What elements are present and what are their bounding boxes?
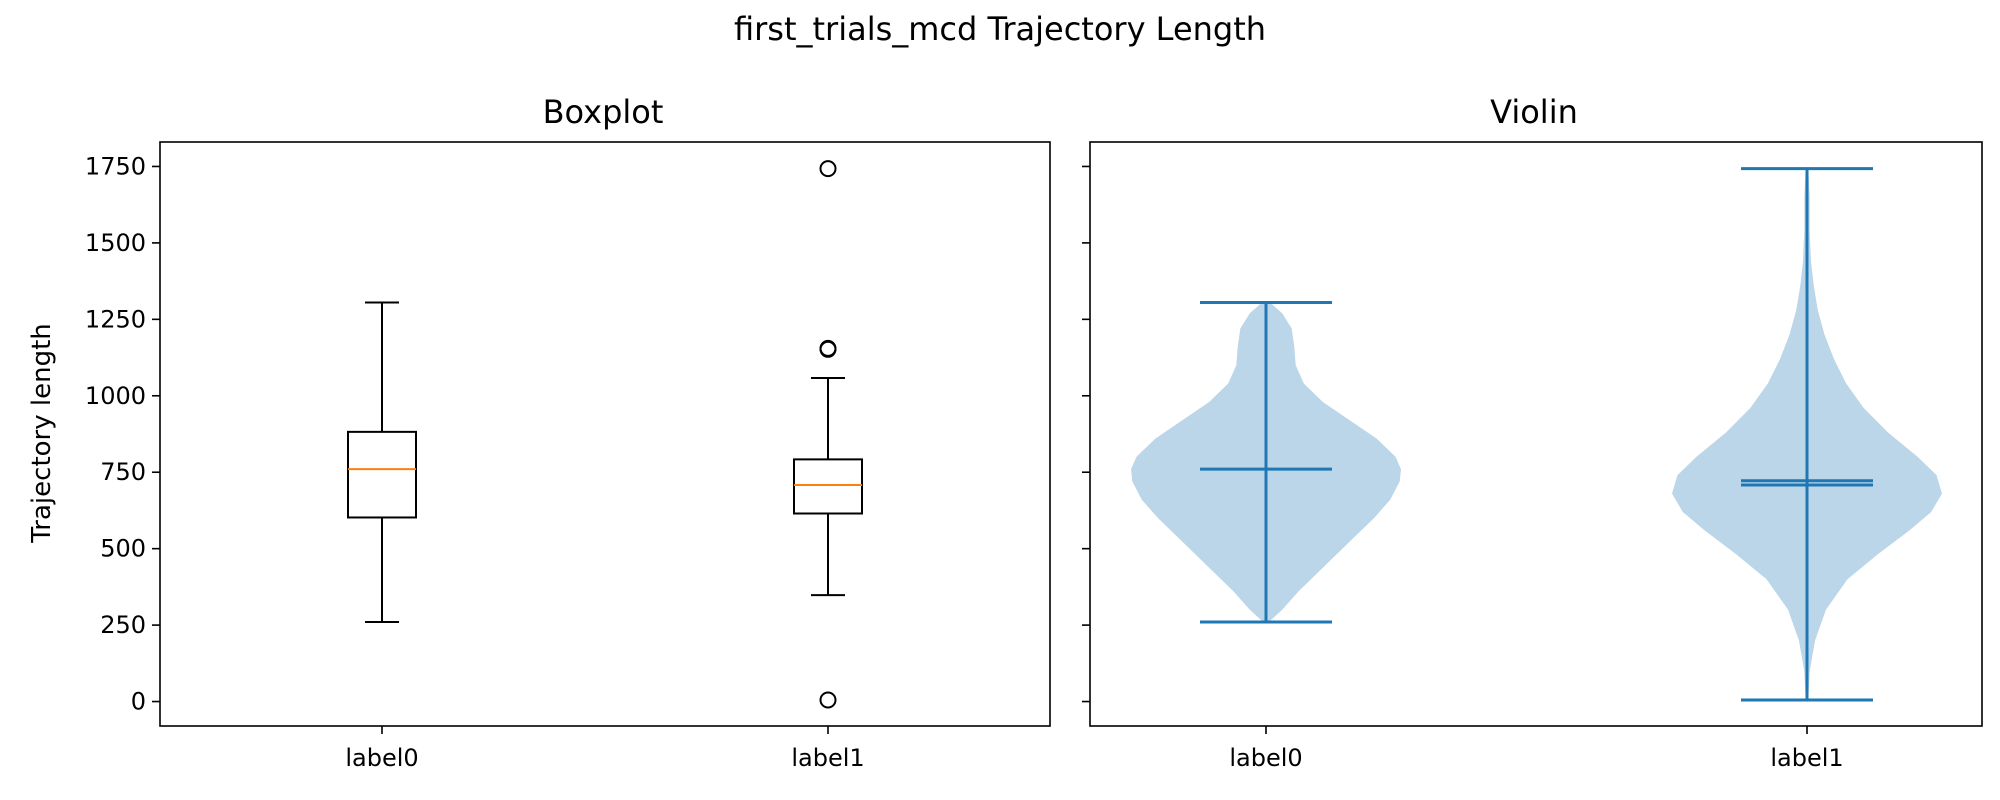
y-tick-label: 1500 (85, 229, 146, 257)
y-axis-label: Trajectory length (27, 323, 57, 544)
x-tick-label: label1 (1770, 744, 1843, 772)
violin-panel: Violin label0 label1 (1082, 93, 1983, 772)
y-tick-label: 1250 (85, 305, 146, 333)
violin-label1 (1672, 167, 1942, 702)
boxplot-panel: Boxplot Trajectory length 0 250 500 750 1000… (27, 93, 1051, 772)
box-label1 (793, 160, 863, 709)
x-tick-label: label1 (791, 744, 864, 772)
outlier-point (819, 691, 837, 709)
figure-title: first_trials_mcd Trajectory Length (734, 10, 1266, 48)
outlier-point (819, 160, 837, 178)
violin-title: Violin (1490, 93, 1578, 131)
outlier-point (819, 339, 837, 357)
box-label0 (347, 301, 417, 624)
y-tick-label: 1750 (85, 152, 146, 180)
y-tick-label: 750 (100, 458, 146, 486)
y-tick-label: 1000 (85, 382, 146, 410)
y-tick-label: 0 (131, 688, 146, 716)
y-tick-label: 250 (100, 611, 146, 639)
violin-label0 (1131, 301, 1401, 624)
axes-frame (1089, 141, 1983, 727)
x-tick-label: label0 (345, 744, 418, 772)
y-tick-label: 500 (100, 535, 146, 563)
axes-frame (159, 141, 1051, 727)
iqr-box (793, 458, 863, 515)
x-tick-label: label0 (1229, 744, 1302, 772)
boxplot-title: Boxplot (543, 93, 664, 131)
iqr-box (347, 430, 417, 519)
